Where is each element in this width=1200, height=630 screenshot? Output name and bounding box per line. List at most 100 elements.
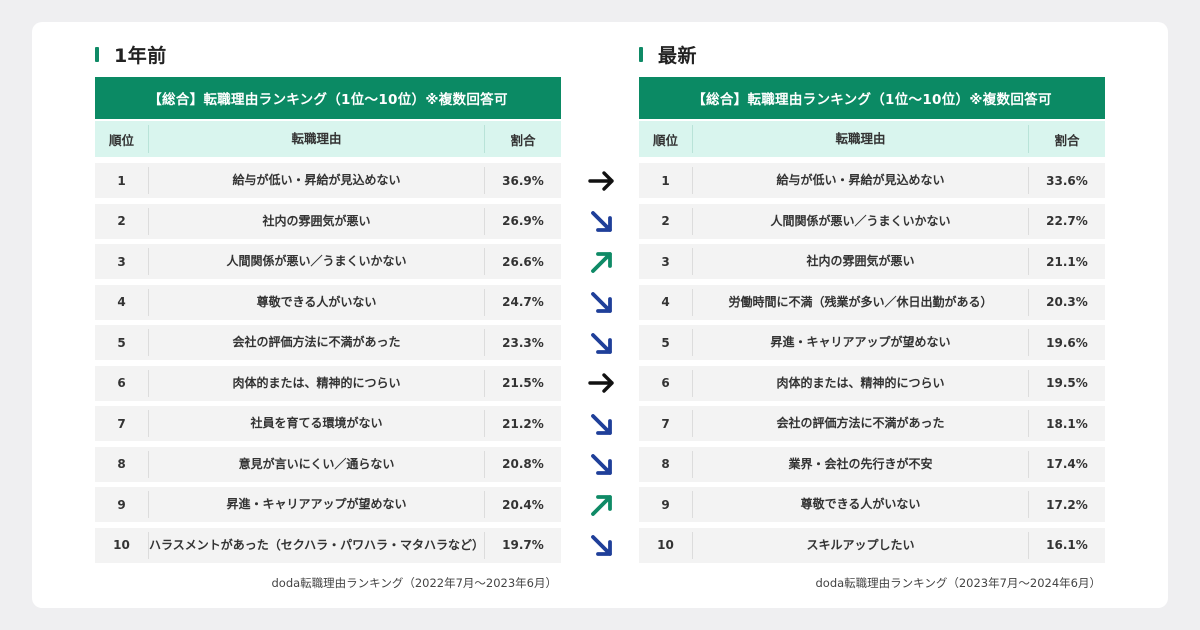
rank-cell: 2	[661, 214, 670, 228]
arrow-up-right-icon	[585, 488, 619, 522]
pct-cell: 23.3%	[502, 335, 544, 350]
section-heading: 最新	[639, 41, 697, 67]
reason-cell: 人間関係が悪い／うまくいかない	[148, 248, 485, 275]
reason-cell: 給与が低い・昇給が見込めない	[148, 167, 485, 194]
reason-cell: 社内の雰囲気が悪い	[692, 248, 1029, 275]
rank-cell: 9	[661, 497, 670, 512]
reason-cell: 会社の評価方法に不満があった	[148, 329, 485, 356]
section-title: 最新	[658, 44, 698, 67]
reason-cell: 人間関係が悪い／うまくいかない	[692, 207, 1029, 235]
reason-cell: 社内の雰囲気が悪い	[148, 207, 485, 235]
arrow-right-icon	[585, 366, 619, 400]
pct-cell: 18.1%	[1046, 416, 1088, 431]
rank-cell: 7	[661, 416, 670, 431]
table-row: 2 人間関係が悪い／うまくいかない 22.7%	[639, 203, 1105, 239]
reason-cell: 肉体的または、精神的につらい	[148, 369, 485, 397]
table-row: 9 昇進・キャリアアップが望めない 20.4%	[95, 487, 561, 522]
reason-cell: 業界・会社の先行きが不安	[692, 450, 1029, 478]
pct-cell: 36.9%	[502, 173, 544, 188]
rank-cell: 3	[117, 254, 126, 269]
table-row: 2 社内の雰囲気が悪い 26.9%	[95, 203, 561, 239]
pct-cell: 17.4%	[1046, 457, 1088, 471]
rank-cell: 7	[117, 416, 126, 431]
pct-cell: 20.8%	[502, 457, 544, 471]
reason-cell: 意見が言いにくい／通らない	[148, 450, 485, 478]
ranking-table: 【総合】転職理由ランキング（1位〜10位）※複数回答可 順位 転職理由 割合 1…	[639, 77, 1105, 563]
reason-cell: 会社の評価方法に不満があった	[692, 410, 1029, 437]
table-header: 順位 転職理由 割合	[95, 121, 561, 157]
table-row: 7 会社の評価方法に不満があった 18.1%	[639, 406, 1105, 441]
header-rank: 順位	[652, 132, 678, 148]
reason-cell: 社員を育てる環境がない	[148, 410, 485, 437]
table-row: 6 肉体的または、精神的につらい 19.5%	[639, 365, 1105, 401]
pct-cell: 26.9%	[502, 214, 544, 228]
table-row: 7 社員を育てる環境がない 21.2%	[95, 406, 561, 441]
section-heading: 1年前	[95, 41, 167, 67]
header-pct: 割合	[510, 132, 536, 148]
pct-cell: 20.4%	[502, 497, 544, 512]
reason-cell: 昇進・キャリアアップが望めない	[148, 491, 485, 518]
reason-cell: 尊敬できる人がいない	[148, 288, 485, 316]
rank-cell: 5	[117, 335, 126, 350]
table-row: 4 尊敬できる人がいない 24.7%	[95, 284, 561, 320]
rank-cell: 9	[117, 497, 126, 512]
table-row: 4 労働時間に不満（残業が多い／休日出勤がある） 20.3%	[639, 284, 1105, 320]
pct-cell: 20.3%	[1046, 295, 1088, 309]
rank-cell: 6	[117, 376, 126, 390]
source-note: doda転職理由ランキング（2023年7月〜2024年6月）	[815, 576, 1101, 590]
pct-cell: 22.7%	[1046, 214, 1088, 228]
rank-cell: 5	[661, 335, 670, 350]
table-header: 順位 転職理由 割合	[639, 121, 1105, 157]
ranking-table: 【総合】転職理由ランキング（1位〜10位）※複数回答可 順位 転職理由 割合 1…	[95, 77, 561, 563]
table-row: 9 尊敬できる人がいない 17.2%	[639, 487, 1105, 522]
table-row: 1 給与が低い・昇給が見込めない 36.9%	[95, 163, 561, 198]
pct-cell: 19.5%	[1046, 376, 1088, 390]
table-row: 10 ハラスメントがあった（セクハラ・パワハラ・マタハラなど） 19.7%	[95, 527, 561, 563]
pct-cell: 24.7%	[502, 295, 544, 309]
rank-cell: 4	[661, 295, 670, 309]
arrow-down-right-icon	[585, 204, 619, 238]
reason-cell: 給与が低い・昇給が見込めない	[692, 167, 1029, 194]
pct-cell: 19.7%	[502, 538, 544, 552]
arrow-right-icon	[585, 164, 619, 198]
table-row: 1 給与が低い・昇給が見込めない 33.6%	[639, 163, 1105, 198]
reason-cell: 昇進・キャリアアップが望めない	[692, 329, 1029, 356]
header-pct: 割合	[1054, 132, 1080, 148]
reason-cell: 尊敬できる人がいない	[692, 491, 1029, 518]
pct-cell: 26.6%	[502, 254, 544, 269]
table-row: 10 スキルアップしたい 16.1%	[639, 527, 1105, 563]
comparison-card: 1年前 【総合】転職理由ランキング（1位〜10位）※複数回答可 順位 転職理由 …	[32, 22, 1168, 608]
pct-cell: 21.5%	[502, 376, 544, 390]
section-title: 1年前	[114, 44, 167, 67]
rank-cell: 8	[661, 457, 670, 471]
table-title: 【総合】転職理由ランキング（1位〜10位）※複数回答可	[95, 77, 561, 119]
reason-cell: スキルアップしたい	[692, 531, 1029, 559]
arrow-down-right-icon	[585, 447, 619, 481]
table-row: 3 社内の雰囲気が悪い 21.1%	[639, 244, 1105, 279]
table-title: 【総合】転職理由ランキング（1位〜10位）※複数回答可	[639, 77, 1105, 119]
arrow-down-right-icon	[585, 326, 619, 360]
rank-cell: 8	[117, 457, 126, 471]
table-row: 8 意見が言いにくい／通らない 20.8%	[95, 446, 561, 482]
rank-cell: 10	[113, 538, 130, 552]
header-reason: 転職理由	[148, 125, 485, 153]
table-row: 5 会社の評価方法に不満があった 23.3%	[95, 325, 561, 360]
arrow-up-right-icon	[585, 245, 619, 279]
reason-cell: 肉体的または、精神的につらい	[692, 369, 1029, 397]
arrow-down-right-icon	[585, 285, 619, 319]
header-reason: 転職理由	[692, 125, 1029, 153]
arrow-down-right-icon	[585, 528, 619, 562]
rank-cell: 10	[657, 538, 674, 552]
arrow-down-right-icon	[585, 407, 619, 441]
reason-cell: 労働時間に不満（残業が多い／休日出勤がある）	[692, 288, 1029, 316]
rank-cell: 2	[117, 214, 126, 228]
pct-cell: 17.2%	[1046, 497, 1088, 512]
source-note: doda転職理由ランキング（2022年7月〜2023年6月）	[271, 576, 557, 590]
pct-cell: 16.1%	[1046, 538, 1088, 552]
table-row: 6 肉体的または、精神的につらい 21.5%	[95, 365, 561, 401]
rank-cell: 4	[117, 295, 126, 309]
pct-cell: 19.6%	[1046, 335, 1088, 350]
table-row: 5 昇進・キャリアアップが望めない 19.6%	[639, 325, 1105, 360]
heading-accent-bar	[95, 46, 99, 62]
rank-cell: 1	[661, 173, 670, 188]
